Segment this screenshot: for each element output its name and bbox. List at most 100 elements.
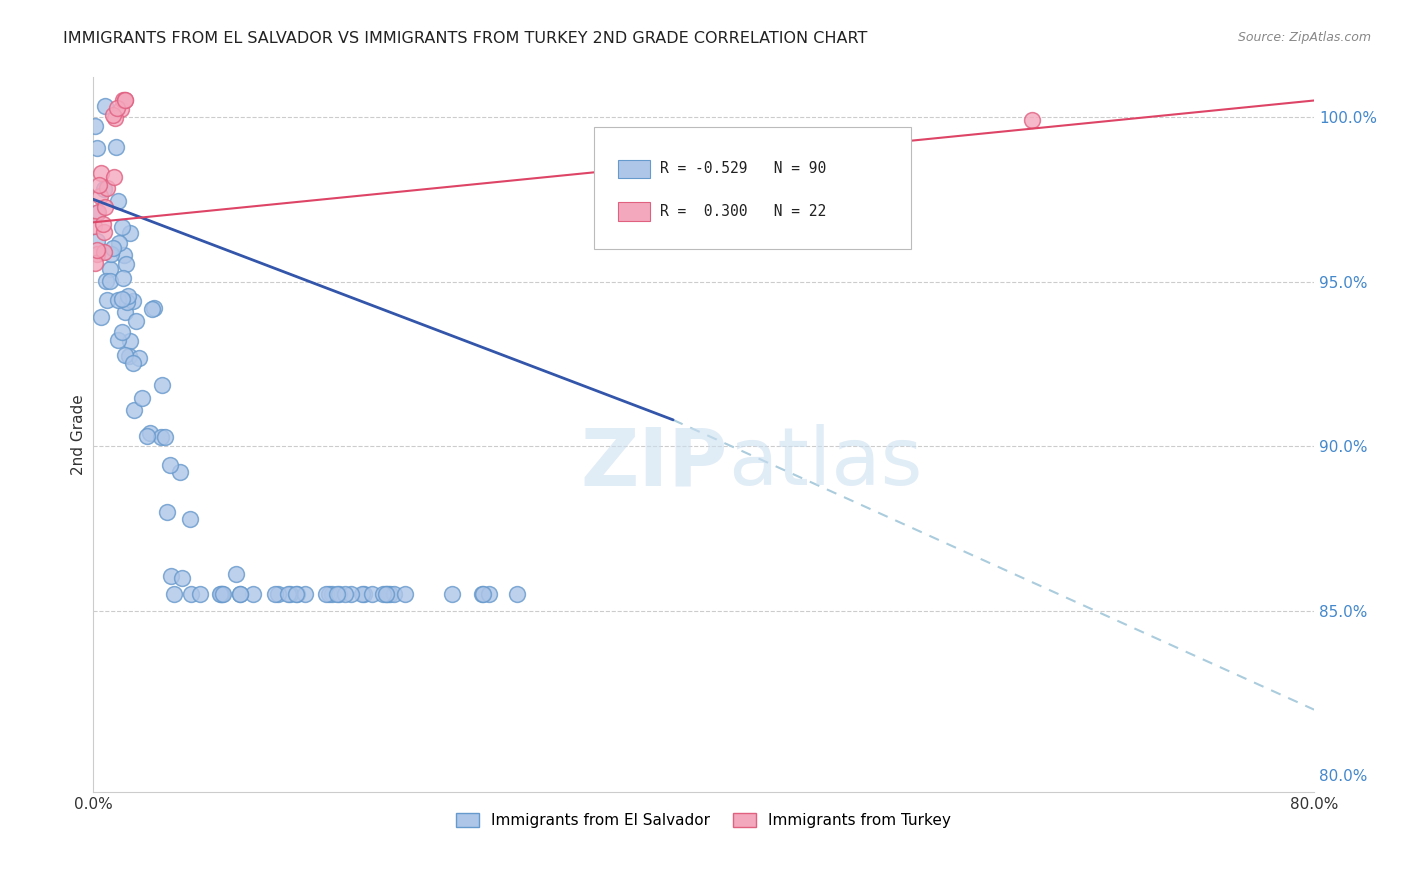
Point [121,355,143,369]
Point [394,587,416,601]
Point [277,587,299,601]
Point [93,244,115,259]
Point [128,351,150,365]
Point [141,301,163,316]
Point [321,587,343,601]
Point [505,587,527,601]
Point [294,587,316,601]
Point [104,111,127,125]
Point [86,247,108,261]
Point [86,204,108,219]
Point [353,587,375,601]
Point [86,244,108,258]
Text: IMMIGRANTS FROM EL SALVADOR VS IMMIGRANTS FROM TURKEY 2ND GRADE CORRELATION CHAR: IMMIGRANTS FROM EL SALVADOR VS IMMIGRANT… [63,31,868,46]
Point [90,310,112,324]
Point [91,217,114,231]
Point [115,295,138,310]
Point [150,377,173,392]
Point [114,94,136,108]
FancyBboxPatch shape [619,160,650,178]
Point [361,587,384,601]
Text: atlas: atlas [728,425,922,502]
Point [86,141,108,155]
Point [179,512,201,526]
Point [93,182,115,196]
Point [111,219,134,234]
Point [382,587,405,601]
Point [170,571,193,585]
Point [96,180,118,194]
Legend: Immigrants from El Salvador, Immigrants from Turkey: Immigrants from El Salvador, Immigrants … [450,807,957,834]
Point [124,313,146,327]
Point [374,587,396,601]
Point [96,293,118,307]
Point [142,301,165,315]
Point [440,587,463,601]
Point [103,169,125,184]
Point [94,274,117,288]
FancyBboxPatch shape [619,202,650,221]
Point [105,101,128,115]
Point [114,348,136,362]
Point [478,587,501,601]
Point [229,587,252,601]
Text: Source: ZipAtlas.com: Source: ZipAtlas.com [1237,31,1371,45]
Point [1021,113,1043,128]
Point [371,587,394,601]
Point [212,587,235,601]
Point [83,219,105,233]
Point [377,587,399,601]
Point [114,304,136,318]
Point [83,119,105,133]
Point [121,294,143,309]
FancyBboxPatch shape [593,128,911,249]
Point [155,430,177,444]
Point [229,587,252,601]
Text: R = -0.529   N = 90: R = -0.529 N = 90 [659,161,825,177]
Point [160,569,183,583]
Point [101,108,124,122]
Point [107,333,129,347]
Point [375,587,398,601]
Point [159,458,181,473]
Text: R =  0.300   N = 22: R = 0.300 N = 22 [659,204,825,219]
Point [156,505,179,519]
Point [83,255,105,269]
Point [111,325,134,339]
Point [120,334,142,349]
Point [209,587,232,601]
Point [105,139,128,153]
Point [117,289,139,303]
Point [87,178,110,192]
Point [112,248,135,262]
Point [266,587,288,601]
Point [111,292,134,306]
Point [180,587,202,601]
Point [107,293,129,308]
Point [169,465,191,479]
Point [89,189,111,203]
Point [94,99,117,113]
Point [326,587,349,601]
Point [333,587,356,601]
Point [264,587,287,601]
Point [352,587,374,601]
Point [86,234,108,248]
Point [472,587,495,601]
Point [86,206,108,220]
Point [380,587,402,601]
Point [318,587,340,601]
Point [136,429,159,443]
Point [285,587,308,601]
Point [124,403,146,417]
Point [107,194,129,208]
Point [107,235,129,250]
Point [98,262,121,277]
Point [139,426,162,441]
Point [278,587,301,601]
Point [328,587,350,601]
Point [225,567,247,582]
Point [112,94,135,108]
Point [242,587,264,601]
Point [131,391,153,405]
